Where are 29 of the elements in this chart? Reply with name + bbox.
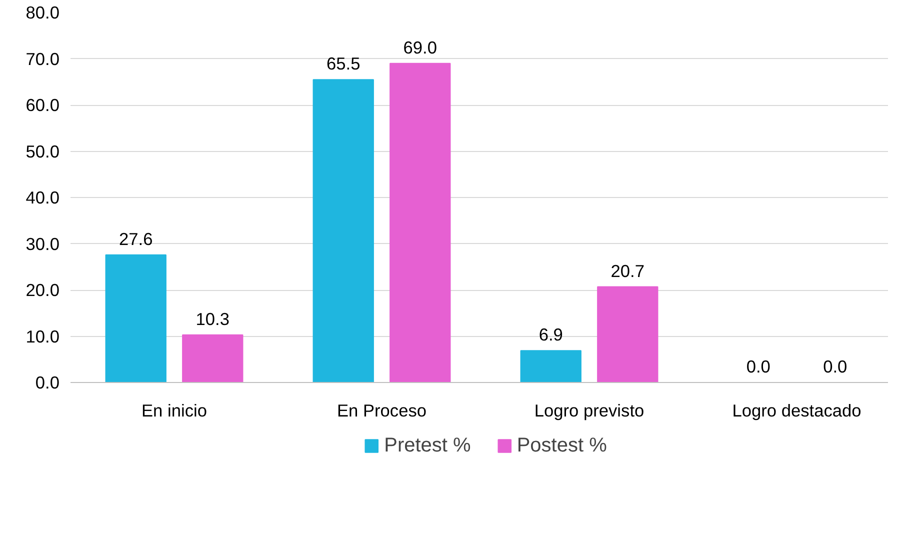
x-tick-label: En Proceso — [336, 400, 427, 420]
data-label: 20.7 — [610, 260, 645, 281]
bar — [520, 350, 582, 382]
data-label: 65.5 — [326, 54, 360, 74]
legend-label: Postest % — [516, 434, 607, 457]
y-tick-label: 60.0 — [26, 95, 60, 115]
bar — [182, 334, 244, 382]
y-tick-label: 70.0 — [26, 48, 60, 69]
x-tick-label: Logro destacado — [732, 400, 862, 420]
y-tick-label: 50.0 — [26, 141, 60, 162]
y-tick-label: 10.0 — [26, 326, 60, 346]
y-tick-label: 0.0 — [35, 372, 60, 392]
bar — [105, 254, 166, 382]
data-label: 0.0 — [746, 356, 770, 376]
data-label: 10.3 — [196, 308, 230, 329]
data-label: 69.0 — [403, 37, 438, 58]
y-tick-label: 80.0 — [26, 2, 60, 22]
x-tick-label: En inicio — [142, 400, 207, 420]
legend-label: Pretest % — [384, 434, 471, 457]
y-tick-label: 30.0 — [26, 234, 60, 254]
x-tick-label: Logro previsto — [534, 400, 644, 420]
bar — [312, 79, 374, 382]
bar — [390, 62, 451, 382]
data-label: 0.0 — [823, 356, 848, 376]
y-tick-label: 40.0 — [26, 188, 60, 208]
data-label: 27.6 — [119, 228, 153, 249]
y-tick-label: 20.0 — [26, 280, 60, 300]
data-label: 6.9 — [538, 324, 563, 345]
bar — [597, 286, 658, 382]
